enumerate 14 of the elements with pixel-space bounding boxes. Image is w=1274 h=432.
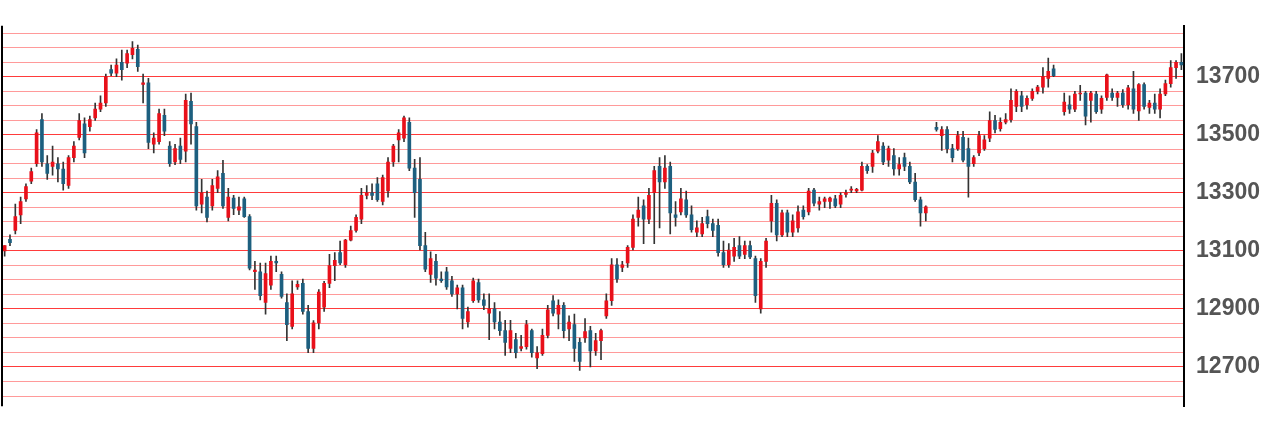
- y-tick-label: 13500: [1196, 120, 1261, 147]
- candlestick: [487, 293, 492, 341]
- candlestick: [141, 73, 145, 104]
- candlestick: [817, 196, 822, 211]
- candlestick: [332, 252, 337, 282]
- candlestick: [1089, 91, 1093, 123]
- candlestick: [56, 157, 60, 183]
- candlestick: [519, 335, 523, 352]
- candlestick: [370, 183, 374, 201]
- y-tick-label: 13100: [1196, 236, 1261, 263]
- y-tick-label: 13300: [1196, 178, 1261, 205]
- y-tick-label: 13700: [1196, 61, 1261, 88]
- y-tick-label: 12700: [1196, 352, 1261, 379]
- y-tick-label: 12900: [1196, 294, 1261, 321]
